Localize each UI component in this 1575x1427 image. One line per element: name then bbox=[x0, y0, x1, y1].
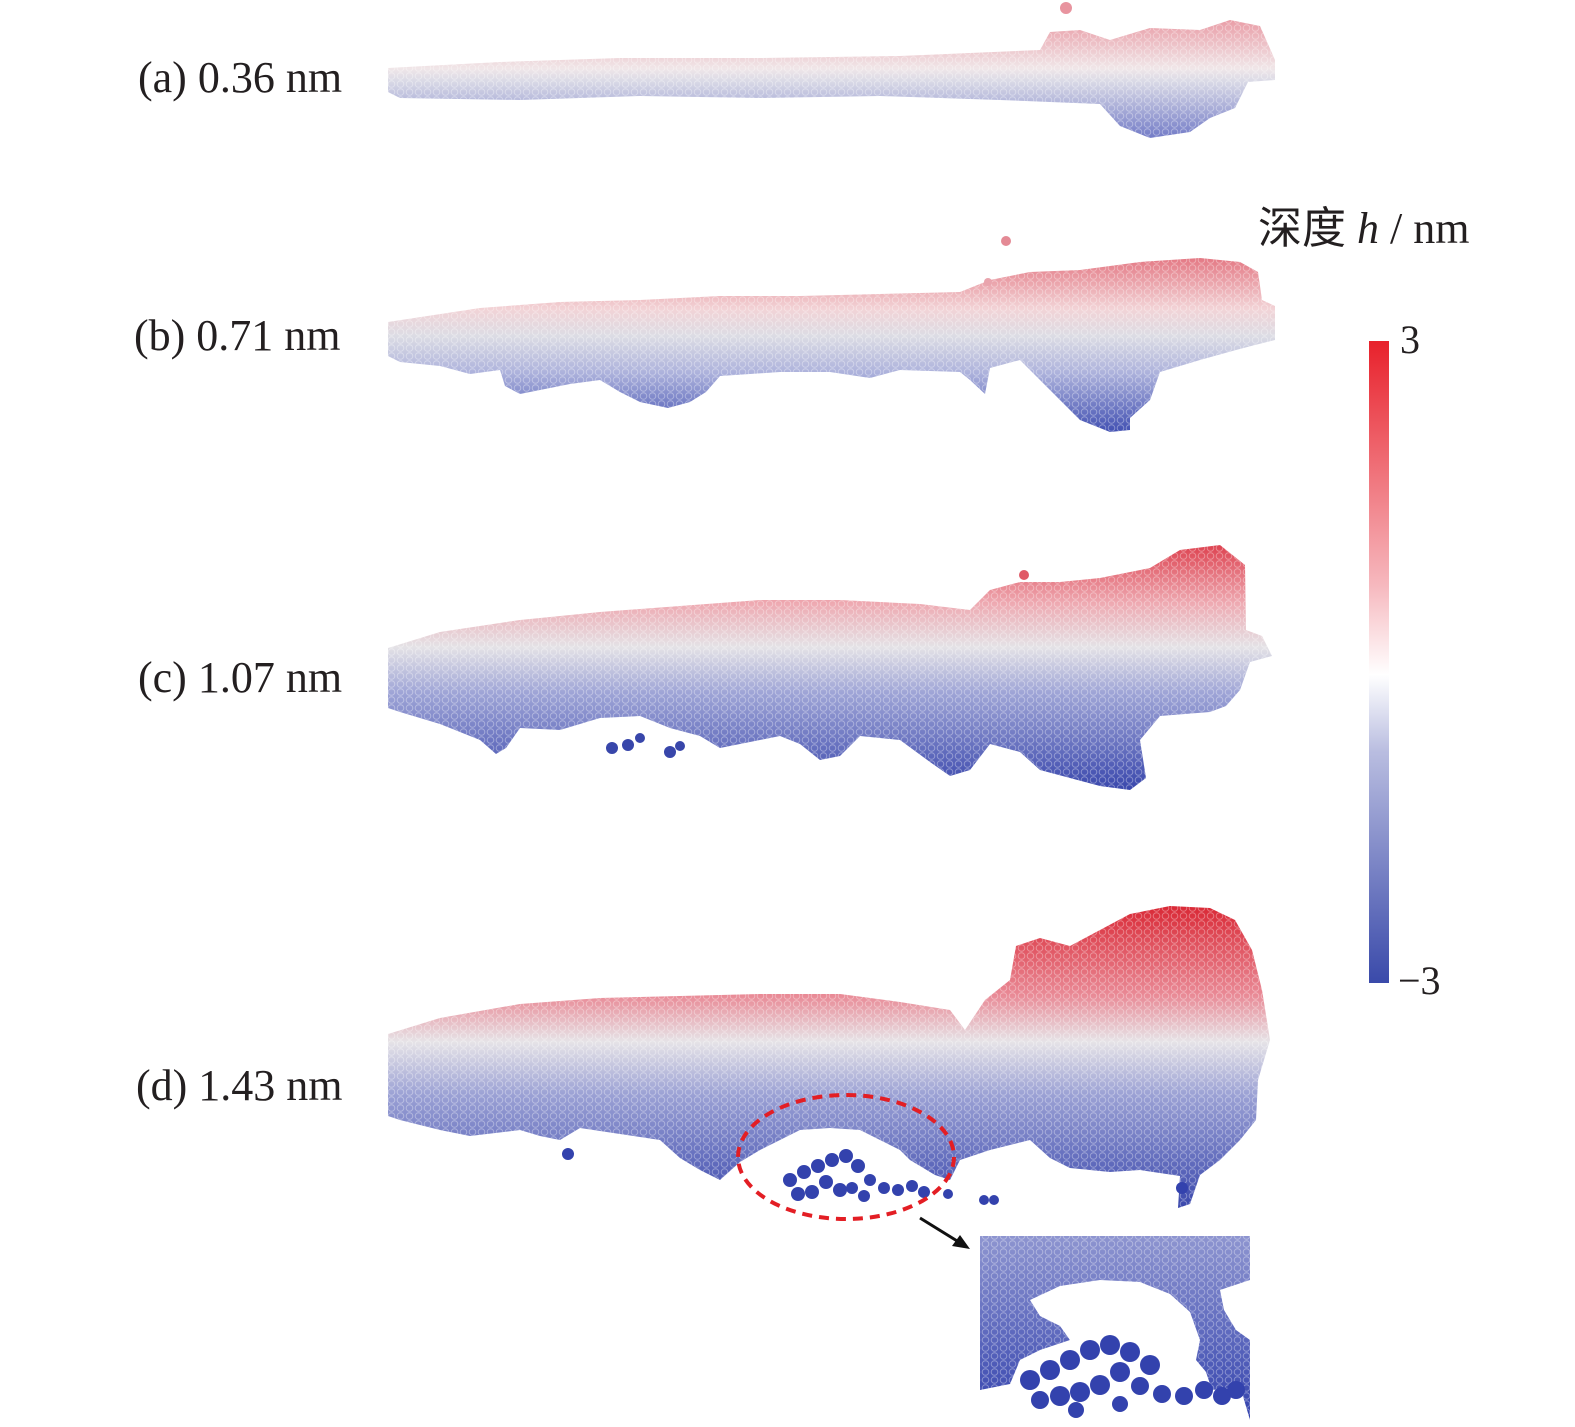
panel-d-surface bbox=[388, 906, 1270, 1221]
zoom-inset bbox=[980, 1236, 1250, 1420]
colorbar-title: 深度 h / nm bbox=[1258, 192, 1469, 256]
panel-d-label: (d) 1.43 nm bbox=[136, 1061, 343, 1110]
panel-c-label: (c) 1.07 nm bbox=[138, 653, 343, 702]
highlight-ellipse bbox=[736, 1093, 956, 1221]
panel-a-label: (a) 0.36 nm bbox=[138, 53, 343, 102]
panel-c-surface bbox=[388, 545, 1272, 790]
panel-a-surface bbox=[388, 2, 1275, 138]
colorbar-title-unit: / nm bbox=[1379, 204, 1470, 253]
colorbar-max-label: 3 bbox=[1400, 317, 1420, 362]
colorbar-min-label: −3 bbox=[1398, 958, 1441, 1003]
panel-b-surface bbox=[388, 236, 1275, 432]
inset-arrow bbox=[919, 1216, 970, 1249]
colorbar-title-var: h bbox=[1357, 204, 1379, 253]
depth-colorbar bbox=[1369, 341, 1389, 983]
panel-b-label: (b) 0.71 nm bbox=[134, 311, 341, 360]
colorbar-title-text: 深度 bbox=[1258, 204, 1357, 253]
